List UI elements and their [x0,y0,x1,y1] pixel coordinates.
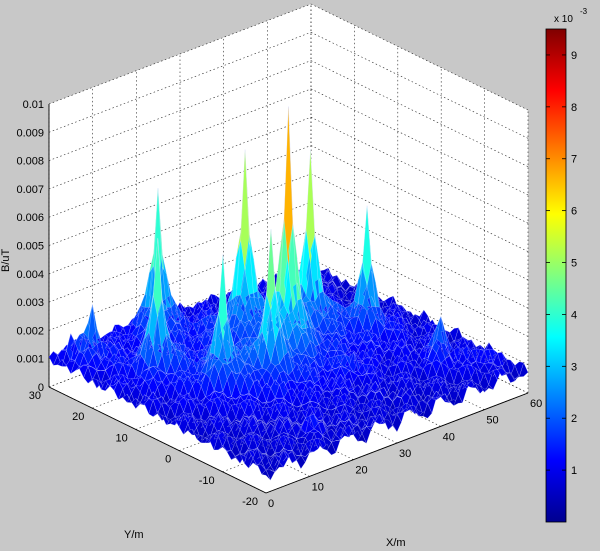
z-tick-label: 0.002 [16,325,44,337]
x-tick-label: 40 [443,431,455,443]
x-tick-label: 0 [268,498,274,510]
z-tick-label: 0.008 [16,156,44,168]
z-tick-label: 0.006 [16,212,44,224]
x-tick-label: 20 [355,465,367,477]
colorbar-tick-label: 5 [571,258,577,270]
colorbar-tick-label: 6 [571,206,577,218]
axis-ticks: 0102030405060-20-10010203000.0010.0020.0… [16,99,542,510]
x-tick-label: 10 [312,481,324,493]
z-tick-label: 0.003 [16,297,44,309]
colorbar-tick-label: 8 [571,102,577,114]
colorbar-tick-label: 1 [571,465,577,477]
x-tick-label: 60 [530,398,542,410]
colorbar-tick-label: 9 [571,50,577,62]
colorbar-multiplier: x 10 [554,14,573,25]
z-tick-label: 0 [38,382,44,394]
surface-patch [519,362,529,377]
y-axis-label: Y/m [124,529,144,541]
y-tick-label: 30 [29,390,41,402]
y-tick-label: -10 [199,475,215,487]
colorbar: x 10 -3 1 2 3 4 5 6 7 8 9 [545,7,588,523]
colorbar-tick-label: 4 [571,309,577,321]
z-axis-label: B/uT [0,248,12,272]
x-tick-label: 30 [399,448,411,460]
y-tick-label: 0 [165,454,171,466]
colorbar-gradient [545,28,567,523]
colorbar-tick-label: 2 [571,413,577,425]
z-tick-label: 0.005 [16,241,44,253]
y-tick-label: 10 [116,432,128,444]
colorbar-tick-label: 7 [571,154,577,166]
x-tick-label: 50 [486,415,498,427]
z-tick-label: 0.009 [16,127,44,139]
y-tick-label: -20 [242,496,258,508]
colorbar-ticks: 1 2 3 4 5 6 7 8 9 [546,50,577,477]
z-tick-label: 0.001 [16,354,44,366]
z-tick-label: 0.004 [16,269,44,281]
colorbar-exponent: -3 [580,7,588,16]
z-tick-label: 0.01 [23,99,44,111]
surface-mesh [48,106,529,481]
colorbar-tick-label: 3 [571,361,577,373]
y-tick-label: 20 [72,411,84,423]
x-axis-label: X/m [386,537,406,549]
z-tick-label: 0.007 [16,184,44,196]
